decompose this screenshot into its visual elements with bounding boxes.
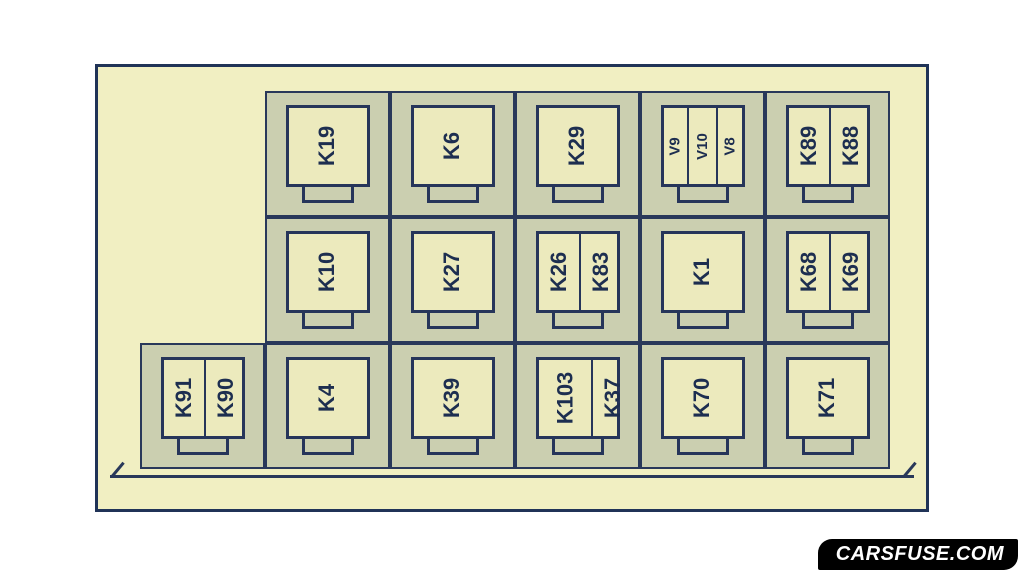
- relay-stand: [427, 312, 479, 329]
- relay-label: K71: [814, 378, 840, 418]
- relay-stand: [177, 438, 229, 455]
- relay-cell: K103 K37: [515, 343, 640, 469]
- relay-slot: K90: [204, 360, 246, 436]
- relay-stand: [427, 186, 479, 203]
- relay-label: K10: [314, 252, 340, 292]
- relay-box: K39: [411, 357, 495, 439]
- relay-slot: K10: [289, 234, 367, 310]
- relay-label: K91: [171, 378, 197, 418]
- relay-box: K89 K88: [786, 105, 870, 187]
- relay-stand: [552, 186, 604, 203]
- relay-slot: K6: [414, 108, 492, 184]
- relay-stand: [802, 186, 854, 203]
- relay-slot: K103: [539, 360, 592, 436]
- relay-cell: K27: [390, 217, 515, 343]
- relay-cell: K4: [265, 343, 390, 469]
- relay-box: K26 K83: [536, 231, 620, 313]
- relay-box: K4: [286, 357, 370, 439]
- relay-slot: K88: [829, 108, 871, 184]
- relay-label: K103: [552, 372, 578, 425]
- relay-cell: K68 K69: [765, 217, 890, 343]
- relay-box: K91 K90: [161, 357, 245, 439]
- relay-label: K70: [689, 378, 715, 418]
- relay-label: K37: [600, 378, 626, 418]
- relay-box: K6: [411, 105, 495, 187]
- relay-slot: K4: [289, 360, 367, 436]
- relay-box: K103K37: [536, 357, 620, 439]
- relay-stand: [802, 312, 854, 329]
- relay-slot: K39: [414, 360, 492, 436]
- relay-cell: K89 K88: [765, 91, 890, 217]
- relay-stand: [677, 312, 729, 329]
- relay-label: K90: [213, 378, 239, 418]
- relay-stand: [552, 312, 604, 329]
- relay-stand: [552, 438, 604, 455]
- relay-label: K26: [546, 252, 572, 292]
- relay-cell: K71: [765, 343, 890, 469]
- relay-stand: [302, 186, 354, 203]
- relay-label: V10: [694, 133, 711, 160]
- relay-cell: K19: [265, 91, 390, 217]
- relay-grid: K19K6K29V9V10V8K89K88K10K27K26K83K1K68K6…: [140, 91, 890, 469]
- relay-slot: K89: [789, 108, 829, 184]
- relay-label: V9: [667, 137, 684, 155]
- relay-box: V9 V10 V8: [661, 105, 745, 187]
- relay-cell: K91 K90: [140, 343, 265, 469]
- relay-label: K68: [796, 252, 822, 292]
- relay-cell: V9 V10 V8: [640, 91, 765, 217]
- relay-slot: K91: [164, 360, 204, 436]
- relay-box: K10: [286, 231, 370, 313]
- relay-cell: K39: [390, 343, 515, 469]
- relay-box: K27: [411, 231, 495, 313]
- relay-stand: [427, 438, 479, 455]
- diagram-panel: K19K6K29V9V10V8K89K88K10K27K26K83K1K68K6…: [95, 64, 929, 512]
- relay-cell: K10: [265, 217, 390, 343]
- relay-label: K69: [838, 252, 864, 292]
- relay-box: K68 K69: [786, 231, 870, 313]
- relay-cell: K29: [515, 91, 640, 217]
- relay-stand: [802, 438, 854, 455]
- relay-label: K83: [588, 252, 614, 292]
- relay-cell: K1: [640, 217, 765, 343]
- relay-label: K19: [314, 126, 340, 166]
- relay-box: K29: [536, 105, 620, 187]
- relay-box: K71: [786, 357, 870, 439]
- relay-cell: K26 K83: [515, 217, 640, 343]
- relay-slot: K26: [539, 234, 579, 310]
- relay-stand: [677, 186, 729, 203]
- relay-box: K19: [286, 105, 370, 187]
- watermark: CARSFUSE.COM: [818, 539, 1018, 570]
- relay-slot: K68: [789, 234, 829, 310]
- relay-label: K89: [796, 126, 822, 166]
- relay-cell: K70: [640, 343, 765, 469]
- relay-slot: K29: [539, 108, 617, 184]
- relay-cell: K6: [390, 91, 515, 217]
- relay-slot: K71: [789, 360, 867, 436]
- relay-label: K29: [564, 126, 590, 166]
- relay-slot: K69: [829, 234, 871, 310]
- relay-slot: K83: [579, 234, 621, 310]
- relay-label: K4: [315, 384, 341, 412]
- relay-slot: K70: [664, 360, 742, 436]
- relay-slot: K19: [289, 108, 367, 184]
- relay-slot: V8: [716, 108, 742, 184]
- relay-label: K39: [439, 378, 465, 418]
- relay-stand: [677, 438, 729, 455]
- relay-stand: [302, 312, 354, 329]
- relay-label: V8: [721, 137, 738, 155]
- relay-label: K27: [439, 252, 465, 292]
- relay-slot: K27: [414, 234, 492, 310]
- relay-slot: K37: [591, 360, 633, 436]
- baseline-main: [110, 475, 914, 478]
- relay-slot: V10: [687, 108, 716, 184]
- relay-slot: K1: [664, 234, 742, 310]
- relay-box: K1: [661, 231, 745, 313]
- relay-label: K6: [440, 132, 466, 160]
- relay-label: K1: [690, 258, 716, 286]
- relay-slot: V9: [664, 108, 688, 184]
- relay-box: K70: [661, 357, 745, 439]
- relay-stand: [302, 438, 354, 455]
- relay-label: K88: [838, 126, 864, 166]
